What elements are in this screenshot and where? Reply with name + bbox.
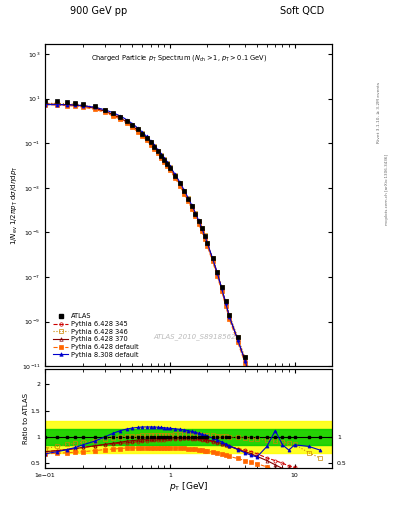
Text: 900 GeV pp: 900 GeV pp	[70, 6, 127, 16]
X-axis label: $p_\mathrm{T}$ [GeV]: $p_\mathrm{T}$ [GeV]	[169, 480, 208, 493]
Legend: ATLAS, Pythia 6.428 345, Pythia 6.428 346, Pythia 6.428 370, Pythia 6.428 defaul: ATLAS, Pythia 6.428 345, Pythia 6.428 34…	[51, 310, 141, 360]
Y-axis label: $1/N_\mathrm{ev}$ $1/2\pi p_\mathrm{T}$ $\mathrm{d}\sigma/\mathrm{d}\eta\mathrm{: $1/N_\mathrm{ev}$ $1/2\pi p_\mathrm{T}$ …	[10, 165, 20, 245]
Text: ATLAS_2010_S8918562: ATLAS_2010_S8918562	[153, 334, 236, 340]
Y-axis label: Ratio to ATLAS: Ratio to ATLAS	[23, 393, 29, 444]
Text: Soft QCD: Soft QCD	[281, 6, 325, 16]
Text: Charged Particle $p_\mathrm{T}$ Spectrum ($N_\mathrm{ch} > 1$, $p_\mathrm{T} > 0: Charged Particle $p_\mathrm{T}$ Spectrum…	[91, 53, 267, 63]
Text: Rivet 3.1.10, ≥ 3.2M events: Rivet 3.1.10, ≥ 3.2M events	[377, 82, 381, 143]
Text: mcplots.cern.ch [arXiv:1306.3436]: mcplots.cern.ch [arXiv:1306.3436]	[385, 154, 389, 225]
